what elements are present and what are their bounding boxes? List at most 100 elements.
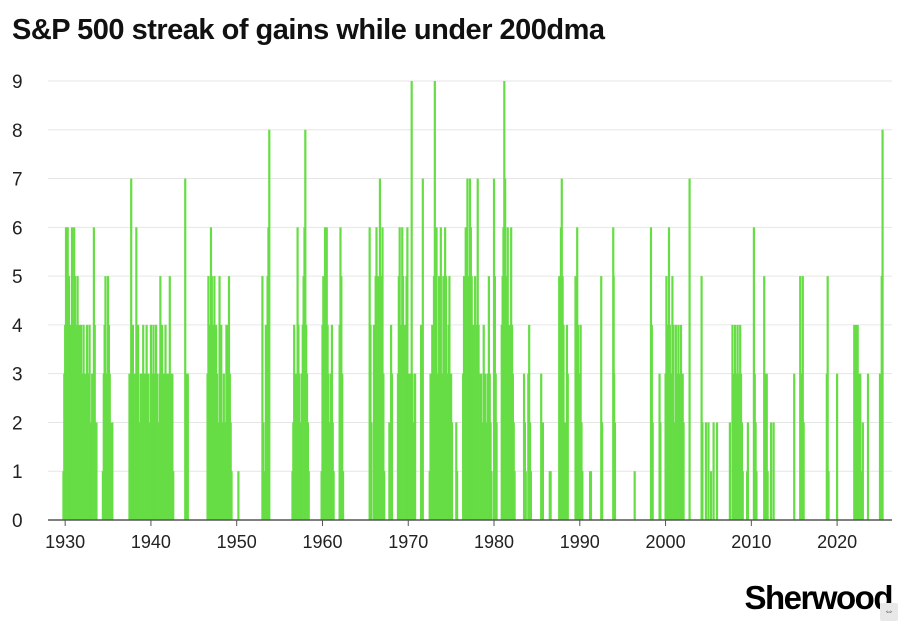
bar-318 xyxy=(529,471,532,520)
bar-107 xyxy=(186,373,189,520)
bar-411 xyxy=(766,471,769,520)
bar-295 xyxy=(495,422,498,520)
bar-323 xyxy=(549,471,552,520)
bar-380 xyxy=(688,178,691,521)
bar-420 xyxy=(826,276,829,520)
bar-383 xyxy=(704,422,707,520)
bar-351 xyxy=(613,422,617,520)
x-tick-label-2020: 2020 xyxy=(817,532,857,552)
y-tick-label-7: 7 xyxy=(12,170,23,191)
x-tick-label-1970: 1970 xyxy=(388,532,428,552)
bar-385 xyxy=(709,471,713,520)
y-tick-label-6: 6 xyxy=(12,218,23,239)
bar-421 xyxy=(827,471,830,520)
bar-422 xyxy=(836,373,839,520)
y-axis-tick-labels: 0 1 2 3 4 5 6 7 8 9 xyxy=(12,72,23,532)
bar-413 xyxy=(772,422,775,520)
bar-388 xyxy=(728,422,731,520)
bar-432 xyxy=(861,422,864,520)
bar-103 xyxy=(171,373,174,520)
bar-219 xyxy=(408,373,412,520)
bar-237 xyxy=(435,227,438,521)
bar-311 xyxy=(513,471,516,520)
x-tick-label-2000: 2000 xyxy=(646,532,686,552)
bar-436 xyxy=(881,129,884,520)
bar-139 xyxy=(262,422,265,520)
bar-255 xyxy=(450,422,454,520)
bar-55 xyxy=(130,178,133,521)
bar-379 xyxy=(682,422,685,520)
bar-144 xyxy=(268,129,271,520)
bar-343 xyxy=(581,471,584,520)
bar-235 xyxy=(433,81,436,520)
bar-402 xyxy=(746,422,750,520)
bar-116 xyxy=(213,276,216,520)
bar-352 xyxy=(633,471,636,520)
bar-384 xyxy=(707,422,710,520)
bar-382 xyxy=(701,422,704,520)
bar-105 xyxy=(184,178,187,521)
bar-431 xyxy=(860,471,863,520)
bar-85 xyxy=(155,373,159,520)
bar-386 xyxy=(712,422,715,520)
bar-319 xyxy=(540,373,543,520)
bar-252 xyxy=(448,276,451,520)
x-tick-label-1980: 1980 xyxy=(474,532,514,552)
x-tick-label-1950: 1950 xyxy=(217,532,257,552)
y-tick-label-2: 2 xyxy=(12,413,23,434)
bar-3 xyxy=(64,227,68,521)
bar-137 xyxy=(237,471,240,520)
y-tick-label-9: 9 xyxy=(12,72,23,93)
bar-164 xyxy=(307,471,310,520)
bar-242 xyxy=(439,227,442,521)
y-tick-label-4: 4 xyxy=(12,316,23,337)
bar-11 xyxy=(70,227,74,521)
bar-119 xyxy=(215,373,219,520)
bar-104 xyxy=(172,471,175,520)
bar-40 xyxy=(95,422,98,520)
x-axis-tick-labels: 1930 1940 1950 1960 1970 1980 1990 2000 2010 2020 xyxy=(45,520,857,552)
bar-412 xyxy=(769,422,773,520)
bar-148 xyxy=(293,373,297,520)
expand-icon[interactable]: ⇔ xyxy=(880,603,898,621)
bar-136 xyxy=(230,471,233,520)
bar-400 xyxy=(741,471,744,520)
bar-228 xyxy=(421,178,424,521)
bar-75 xyxy=(147,373,150,520)
bar-series xyxy=(62,81,884,521)
y-tick-label-1: 1 xyxy=(12,462,23,483)
x-tick-label-1960: 1960 xyxy=(302,532,342,552)
bar-32 xyxy=(88,324,91,520)
bar-26 xyxy=(83,373,86,520)
bar-355 xyxy=(651,422,654,520)
bar-225 xyxy=(414,373,417,520)
bar-389 xyxy=(731,324,734,520)
bar-71 xyxy=(143,373,147,520)
bar-346 xyxy=(600,276,603,520)
bar-187 xyxy=(370,422,373,520)
y-tick-label-8: 8 xyxy=(12,121,23,142)
bar-357 xyxy=(659,422,662,520)
x-tick-label-1940: 1940 xyxy=(131,532,171,552)
x-tick-label-1930: 1930 xyxy=(45,532,85,552)
bar-434 xyxy=(878,373,882,520)
bar-406 xyxy=(755,471,758,520)
bar-35 xyxy=(91,373,94,520)
bar-106 xyxy=(184,373,188,520)
bar-7 xyxy=(67,276,71,520)
bar-314 xyxy=(524,471,527,520)
bar-20 xyxy=(78,324,81,520)
x-tick-label-1990: 1990 xyxy=(560,532,600,552)
bar-433 xyxy=(866,373,870,520)
bar-38 xyxy=(93,324,96,520)
bar-347 xyxy=(600,422,604,520)
bar-291 xyxy=(490,471,493,520)
bar-414 xyxy=(793,373,796,520)
bar-184 xyxy=(341,471,345,520)
x-tick-label-2010: 2010 xyxy=(731,532,771,552)
chart-title: S&P 500 streak of gains while under 200d… xyxy=(12,14,605,46)
bar-200 xyxy=(383,471,386,520)
bar-97 xyxy=(166,373,169,520)
bar-211 xyxy=(401,276,405,520)
